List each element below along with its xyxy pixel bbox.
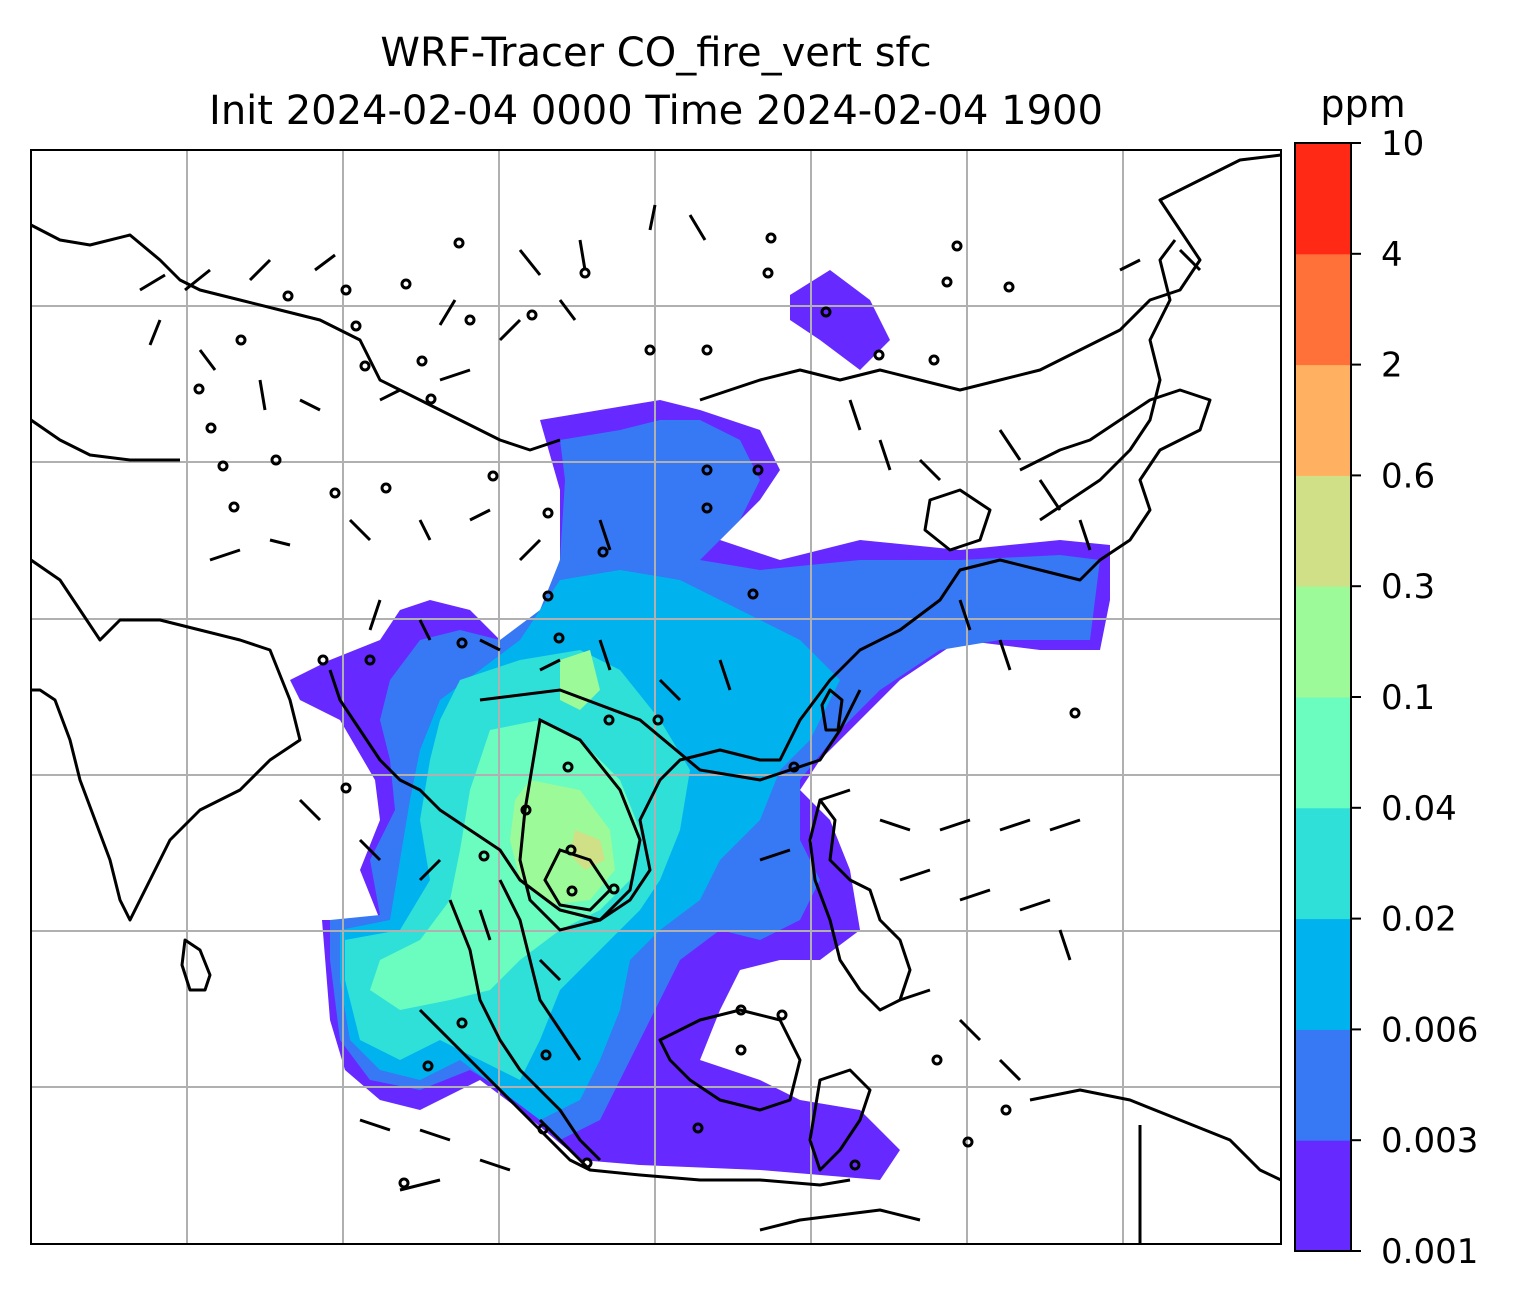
colorbar-tick-label: 0.3: [1381, 567, 1435, 607]
colorbar-tick-label: 0.001: [1381, 1232, 1478, 1272]
coastline-india: [31, 558, 302, 922]
coastline-sri-lanka: [180, 938, 212, 992]
colorbar-tick-label: 0.1: [1381, 678, 1435, 718]
coastline-china-east: [699, 153, 1281, 402]
coastline-korea: [923, 488, 992, 552]
gridlines: [31, 150, 1281, 1244]
colorbar-tick-label: 2: [1381, 346, 1403, 386]
colorbar-segment: [1295, 697, 1351, 809]
colorbar-segment: [1295, 475, 1351, 587]
colorbar-tick-label: 0.04: [1381, 789, 1457, 829]
coastlines: [31, 153, 1281, 1244]
coastline-indochina: [448, 879, 602, 1162]
colorbar-segment: [1295, 586, 1351, 698]
coastline-timor: [759, 1208, 921, 1232]
coastline-japan: [1039, 239, 1177, 522]
colorbar-segment: [1295, 1029, 1351, 1141]
colorbar-segment: [1295, 807, 1351, 920]
coastline-korea-china: [328, 388, 1212, 922]
colorbar-tick-label: 10: [1381, 124, 1424, 164]
colorbar-segment: [1295, 143, 1351, 255]
colorbar-segment: [1295, 1140, 1351, 1252]
colorbar-unit-label: ppm: [1320, 82, 1405, 126]
coastline-java: [589, 1168, 851, 1187]
border-northwest: [31, 223, 561, 462]
map-frame: [30, 149, 1282, 1245]
colorbar-tick-label: 0.02: [1381, 900, 1457, 940]
colorbar-segments: [1295, 143, 1351, 1252]
colorbar-segment: [1295, 253, 1351, 366]
coastline-new-guinea: [1029, 1088, 1281, 1244]
colorbar-segment: [1295, 364, 1351, 476]
calm-wind-markers: [193, 232, 1081, 1189]
tracer-field-level-7: [570, 830, 605, 870]
colorbar-tick-label: 4: [1381, 235, 1403, 275]
colorbar-segment: [1295, 918, 1351, 1030]
colorbar: ppm 0.001 0.003 0.006 0.02 0.04 0.1 0.3 0.6 2 4 10: [1294, 82, 1478, 1272]
coastline-sulawesi: [808, 1068, 872, 1172]
coastline-borneo: [658, 1008, 802, 1112]
colorbar-ticks: 0.001 0.003 0.006 0.02 0.04 0.1 0.3 0.6 2 4 10: [1351, 124, 1478, 1272]
contour-lines: [479, 688, 862, 932]
coastline-taiwan: [820, 688, 844, 732]
map-title-line1: WRF-Tracer CO_fire_vert sfc: [380, 30, 932, 76]
coastline-philippines: [808, 798, 912, 1012]
colorbar-tick-label: 0.003: [1381, 1121, 1478, 1161]
colorbar-tick-label: 0.006: [1381, 1010, 1478, 1050]
map-panel: [31, 150, 1281, 1244]
colorbar-tick-label: 0.6: [1381, 456, 1435, 496]
tracer-field: [290, 270, 1110, 1180]
wind-barbs: [139, 204, 1202, 1192]
map-title-line2: Init 2024-02-04 0000 Time 2024-02-04 190…: [209, 88, 1103, 134]
